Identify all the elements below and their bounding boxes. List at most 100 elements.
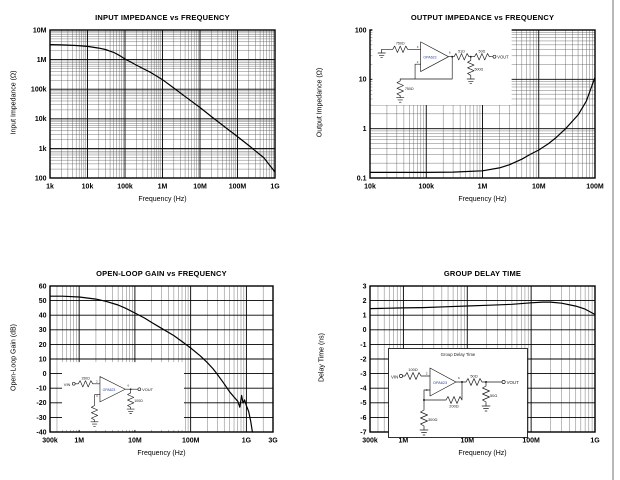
pin-label: 6 bbox=[128, 384, 130, 388]
y-tick-label: -1 bbox=[360, 342, 366, 349]
y-tick-labels: 0.1 1 10 100 bbox=[355, 27, 367, 182]
y-tick-labels: 3 2 1 0 -1 -2 -3 -4 -5 -6 -7 bbox=[360, 283, 366, 436]
opamp-triangle bbox=[429, 367, 457, 397]
resistor-input bbox=[74, 380, 101, 388]
y-tick-label: -2 bbox=[360, 356, 366, 363]
y-tick-label: 10 bbox=[359, 77, 367, 84]
x-tick-labels: 300k 1M 10M 100M 1G 3G bbox=[42, 438, 278, 445]
y-tick-label: 40 bbox=[39, 313, 47, 320]
feedback-path bbox=[399, 56, 453, 80]
x-tick-label: 100M bbox=[586, 184, 604, 191]
x-tick-label: 1M bbox=[74, 438, 84, 445]
test-circuit-inset: VIN 150Ω 2 OPA623 3 6 VOUT 100Ω bbox=[62, 362, 184, 430]
plot-area: 300k 1M 10M 100M 1G 3G 60 50 40 30 20 10 0 -10 -20 -30 -… bbox=[36, 283, 278, 445]
input-terminal bbox=[71, 382, 76, 386]
x-tick-label: 1M bbox=[158, 184, 168, 191]
inset-border bbox=[388, 348, 528, 438]
x-tick-label: 100M bbox=[229, 184, 247, 191]
y-tick-label: 3 bbox=[363, 283, 367, 290]
x-tick-label: 10k bbox=[364, 184, 376, 191]
x-tick-label: 1G bbox=[270, 184, 280, 191]
scan-artifact-line bbox=[612, 0, 614, 480]
y-tick-label: 10 bbox=[39, 356, 47, 363]
x-tick-label: 10M bbox=[532, 184, 546, 191]
y-tick-label: 10k bbox=[35, 116, 47, 123]
resistor-ground-label: 300Ω bbox=[428, 417, 437, 422]
pin-label: 6 bbox=[449, 50, 451, 54]
x-tick-labels: 300k 1M 10M 100M 1G bbox=[362, 438, 600, 445]
y-tick-label: -3 bbox=[360, 371, 366, 378]
y-tick-labels: 60 50 40 30 20 10 0 -10 -20 -30 -40 bbox=[36, 283, 46, 436]
resistor-input bbox=[381, 45, 421, 53]
x-tick-label: 10M bbox=[460, 438, 474, 445]
plot-border bbox=[49, 29, 276, 179]
resistor-ground bbox=[91, 394, 101, 423]
resistor-shunt-label: 50Ω bbox=[490, 393, 497, 398]
chart-output-impedance: OUTPUT IMPEDANCE vs FREQUENCY Output Imp… bbox=[310, 0, 620, 240]
ground-icon bbox=[126, 408, 135, 414]
y-tick-label: 20 bbox=[39, 342, 47, 349]
opamp-triangle bbox=[99, 376, 126, 403]
y-tick-label: -4 bbox=[360, 386, 366, 393]
y-tick-label: -5 bbox=[360, 400, 366, 407]
node-dot bbox=[451, 55, 454, 58]
y-tick-label: 100 bbox=[355, 27, 367, 34]
opamp-name: OPA623 bbox=[103, 388, 116, 392]
chart-title: OUTPUT IMPEDANCE vs FREQUENCY bbox=[410, 13, 555, 22]
x-tick-labels: 1k 10k 100k 1M 10M 100M 1G bbox=[46, 184, 280, 191]
x-tick-label: 1M bbox=[478, 184, 488, 191]
plot-area: 1k 10k 100k 1M 10M 100M 1G 100 1k 10k 100k 1M 10M bbox=[31, 27, 280, 191]
resistor-input-label: 150Ω bbox=[81, 376, 90, 380]
resistor-series-label: 51Ω bbox=[458, 50, 465, 54]
y-tick-label: 30 bbox=[39, 327, 47, 334]
output-network bbox=[455, 378, 503, 386]
resistor-load-label: 100Ω bbox=[134, 399, 143, 403]
resistor-shunt-label: 500Ω bbox=[475, 68, 484, 72]
ground-icon bbox=[481, 405, 491, 412]
y-tick-label: 1 bbox=[363, 126, 367, 133]
x-tick-label: 300k bbox=[42, 438, 58, 445]
x-axis-label: Frequency (Hz) bbox=[137, 450, 186, 457]
opamp-name: OPA623 bbox=[423, 55, 436, 59]
x-tick-label: 1G bbox=[590, 438, 600, 445]
x-tick-label: 1k bbox=[46, 184, 54, 191]
vout-label: VOUT bbox=[507, 380, 520, 385]
y-tick-label: 50 bbox=[39, 298, 47, 305]
opamp-triangle bbox=[420, 41, 449, 72]
ground-icon bbox=[419, 429, 429, 436]
y-tick-label: -10 bbox=[36, 386, 46, 393]
x-axis-label: Frequency (Hz) bbox=[458, 196, 507, 203]
y-tick-label: 2 bbox=[363, 298, 367, 305]
vin-label: VIN bbox=[391, 374, 398, 379]
x-tick-label: 10M bbox=[128, 438, 142, 445]
chart-input-impedance: INPUT IMPEDANCE vs FREQUENCY Input Imped… bbox=[0, 0, 310, 240]
resistor-out-label: 50Ω bbox=[479, 50, 486, 54]
resistor-load bbox=[127, 388, 135, 410]
x-tick-label: 100k bbox=[117, 184, 133, 191]
resistor-input bbox=[402, 372, 431, 380]
x-tick-label: 100M bbox=[522, 438, 540, 445]
resistor-series-label: 50Ω bbox=[470, 373, 477, 378]
resistor-shunt bbox=[482, 381, 490, 407]
resistor-shunt bbox=[467, 56, 475, 80]
test-circuit-inset: Group Delay Time VIN 100Ω 2 OPA623 3 6 5… bbox=[388, 348, 528, 438]
output-terminal bbox=[501, 380, 506, 384]
curve-input-impedance bbox=[49, 44, 276, 173]
inset-background bbox=[62, 362, 184, 430]
y-tick-label: -20 bbox=[36, 400, 46, 407]
resistor-input-label: 100Ω bbox=[408, 367, 417, 372]
x-axis-label: Frequency (Hz) bbox=[458, 450, 507, 457]
x-tick-label: 10k bbox=[82, 184, 94, 191]
curve-output-impedance bbox=[369, 76, 596, 173]
output-terminal bbox=[137, 387, 142, 391]
opamp-name: OPA623 bbox=[433, 381, 447, 385]
y-tick-label: -6 bbox=[360, 415, 366, 422]
pin-label: 6 bbox=[458, 376, 460, 380]
x-tick-labels: 10k 100k 1M 10M 100M bbox=[364, 184, 604, 191]
resistor-input-label: 750Ω bbox=[396, 42, 405, 46]
inset-title: Group Delay Time bbox=[441, 352, 476, 357]
pin-label: 2 bbox=[426, 372, 428, 376]
node-dot bbox=[423, 399, 425, 401]
ground-icon bbox=[396, 97, 405, 103]
